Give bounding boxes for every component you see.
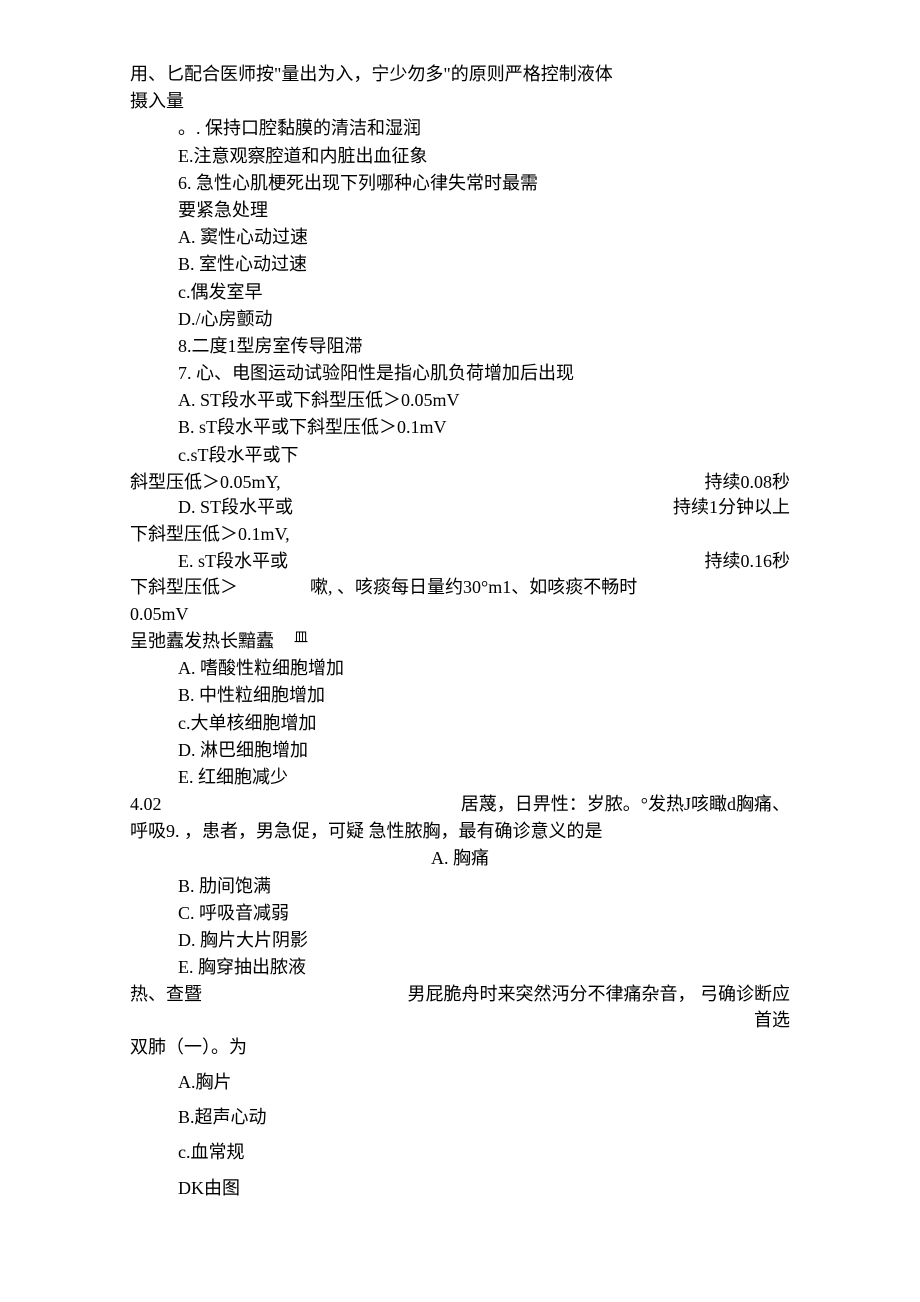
q6-stem-line2: 要紧急处理 (130, 198, 790, 223)
q7-option-e-left2a: 下斜型压低＞ (130, 575, 310, 600)
q7-option-c-line1: c.sT段水平或下 (130, 443, 790, 468)
q7-option-e-right: 持续0.16秒 (705, 549, 791, 574)
q9-option-d: D. 胸片大片阴影 (130, 928, 790, 953)
q8-option-b: B. 中性粒细胞增加 (130, 683, 790, 708)
q7-tail: 呈弛蠹发热长黯蠹 (130, 629, 274, 654)
q6-stem-line1: 6. 急性心肌梗死出现下列哪种心律失常时最需 (130, 171, 790, 196)
q10-stem-left: 热、查暨 (130, 982, 230, 1007)
q9-stem-row2: 呼吸9. ，患者，男急促，可疑 急性脓胸，最有确诊意义的是 (130, 819, 790, 844)
q9-stem-a: 4.02 (130, 792, 190, 817)
q10-stem-mid2: 首选 (754, 1008, 790, 1033)
q6-option-a: A. 窦性心动过速 (130, 225, 790, 250)
q10-stem-row1: 热、查暨 男屁脆舟时来突然沔分不律痛杂音， 弓确诊断应 (130, 982, 790, 1007)
q9-stem-row1: 4.02 居蔑，日畀性：岁脓。°发热J咳瞰d胸痛、 (130, 792, 790, 817)
q8-option-e: E. 红细胞减少 (130, 765, 790, 790)
q9-option-c: C. 呼吸音减弱 (130, 901, 790, 926)
q7-option-e-mid: 嗽, 、咳痰每日量约30°m1、如咳痰不畅时 (310, 575, 790, 600)
q7-option-d-right: 持续1分钟以上 (673, 495, 790, 520)
q7-option-d-left2: 下斜型压低＞0.1mV, (130, 522, 790, 547)
q8-option-d: D. 淋巴细胞增加 (130, 738, 790, 763)
q7-option-c-right: 持续0.08秒 (705, 470, 791, 495)
q7-tail-row: 呈弛蠹发热长黯蠹 皿 (130, 629, 790, 654)
q6-option-d: D./心房颤动 (130, 307, 790, 332)
q10-stem-row3: 双肺（一）。为 (130, 1035, 790, 1060)
q10-option-c: c.血常规 (130, 1140, 790, 1165)
q9-option-e: E. 胸穿抽出脓液 (130, 955, 790, 980)
q10-stem-row2: 首选 (130, 1008, 790, 1033)
q7-option-e-row1: E. sT段水平或 持续0.16秒 (130, 549, 790, 574)
q7-stem: 7. 心、电图运动试验阳性是指心肌负荷增加后出现 (130, 361, 790, 386)
q7-option-b: B. sT段水平或下斜型压低＞0.1mV (130, 415, 790, 440)
q8-option-a: A. 嗜酸性粒细胞增加 (130, 656, 790, 681)
prelude-line-1b: 摄入量 (130, 89, 790, 114)
q10-stem-mid: 男屁脆舟时来突然沔分不律痛杂音， 弓确诊断应 (408, 982, 791, 1007)
q10-option-d: DK由图 (130, 1176, 790, 1201)
q7-option-a: A. ST段水平或下斜型压低＞0.05mV (130, 388, 790, 413)
q10-option-b: B.超声心动 (130, 1105, 790, 1130)
q7-option-d-row1: D. ST段水平或 持续1分钟以上 (130, 495, 790, 520)
q10-option-a: A.胸片 (130, 1070, 790, 1095)
q6-option-e: 8.二度1型房室传导阻滞 (130, 334, 790, 359)
q9-option-b: B. 肋间饱满 (130, 874, 790, 899)
q7-option-d-left1: D. ST段水平或 (130, 495, 293, 520)
q7-option-e-row2: 下斜型压低＞ 嗽, 、咳痰每日量约30°m1、如咳痰不畅时 (130, 575, 790, 600)
q6-option-c: c.偶发室早 (130, 280, 790, 305)
prelude-line-3: E.注意观察腔道和内脏出血征象 (130, 144, 790, 169)
q7-option-c-row: 斜型压低＞0.05mY, 持续0.08秒 (130, 470, 790, 495)
prelude-line-2: 。. 保持口腔黏膜的清洁和湿润 (130, 116, 790, 141)
q7-option-c-left: 斜型压低＞0.05mY, (130, 470, 281, 495)
q7-tail-small: 皿 (294, 629, 308, 649)
q9-stem-b: 居蔑，日畀性：岁脓。°发热J咳瞰d胸痛、 (461, 792, 790, 817)
q8-option-c: c.大单核细胞增加 (130, 711, 790, 736)
q9-option-a: A. 胸痛 (130, 846, 790, 871)
q7-option-e-left1: E. sT段水平或 (130, 549, 288, 574)
q6-option-b: B. 室性心动过速 (130, 252, 790, 277)
prelude-line-1: 用、匕配合医师按"量出为入，宁少勿多"的原则严格控制液体 (130, 62, 790, 87)
q7-option-e-left2b: 0.05mV (130, 602, 790, 627)
